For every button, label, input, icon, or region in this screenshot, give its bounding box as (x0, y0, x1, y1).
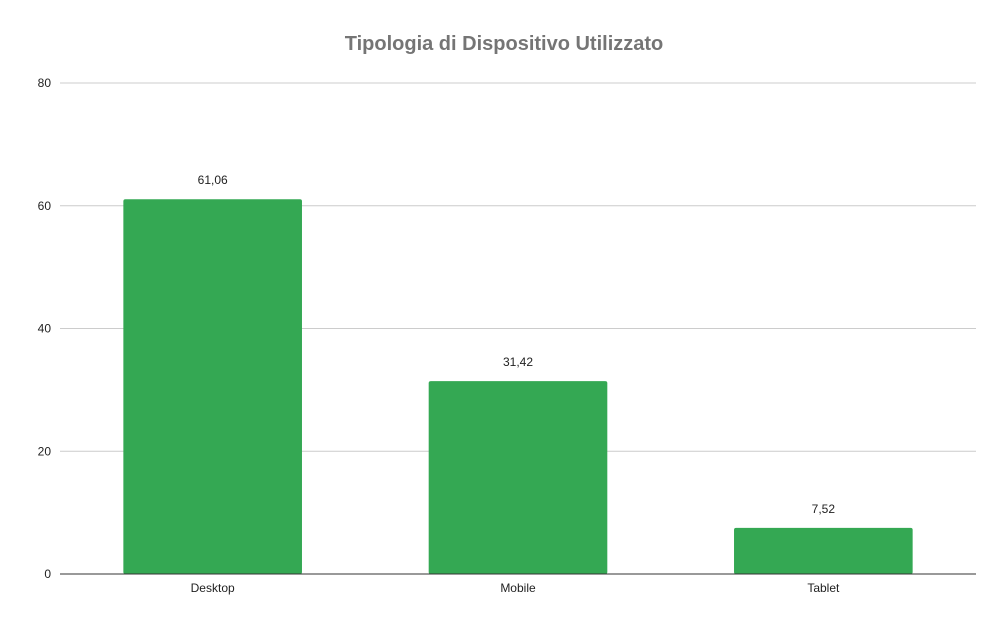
y-tick-label: 80 (38, 76, 52, 90)
data-label-tablet: 7,52 (812, 502, 836, 516)
data-label-mobile: 31,42 (503, 355, 533, 369)
x-tick-label-mobile: Mobile (500, 581, 536, 595)
bar-desktop (123, 199, 302, 574)
y-tick-label: 60 (38, 199, 52, 213)
x-axis-tick-labels: Desktop Mobile Tablet (191, 581, 840, 595)
data-labels: 61,06 31,42 7,52 (198, 173, 836, 516)
y-tick-label: 20 (38, 444, 52, 458)
y-tick-label: 0 (44, 567, 51, 581)
bar-tablet (734, 527, 913, 574)
y-axis-tick-labels: 0 20 40 60 80 (38, 76, 52, 581)
data-label-desktop: 61,06 (198, 173, 228, 187)
x-tick-label-tablet: Tablet (807, 581, 840, 595)
bar-mobile (428, 381, 608, 574)
y-tick-label: 40 (38, 322, 52, 336)
bars (123, 199, 913, 574)
chart-title: Tipologia di Dispositivo Utilizzato (345, 33, 664, 55)
x-tick-label-desktop: Desktop (191, 581, 235, 595)
